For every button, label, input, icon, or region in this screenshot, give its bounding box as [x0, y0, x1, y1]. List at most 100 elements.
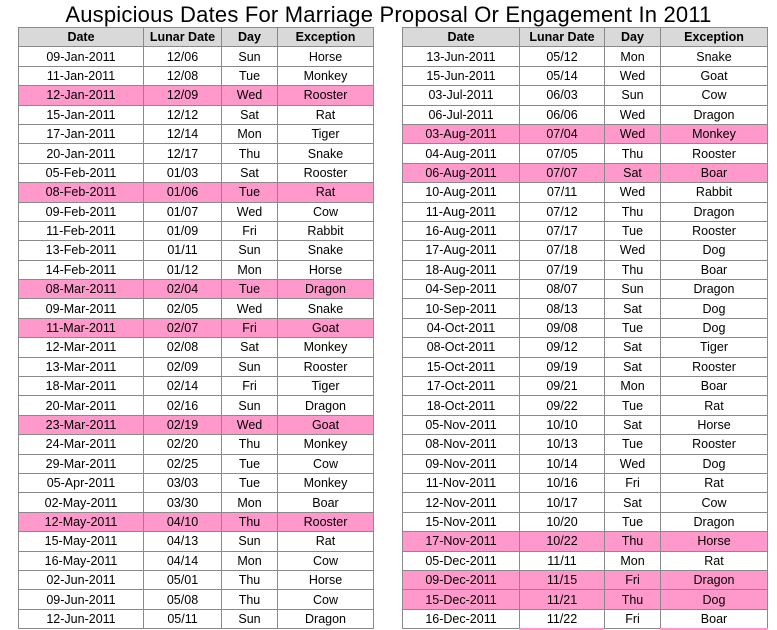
- header-row: Date Lunar Date Day Exception: [402, 26, 768, 48]
- table-row: 10-Sep-2011 08/13 Sat Dog: [402, 298, 768, 319]
- page-title: Auspicious Dates For Marriage Proposal O…: [65, 2, 712, 27]
- date-cell: 16-Aug-2011: [402, 220, 520, 242]
- exception-cell: Snake: [277, 240, 374, 261]
- date-cell: 11-Nov-2011: [402, 472, 520, 494]
- table-row: 09-Nov-2011 10/14 Wed Dog: [402, 453, 768, 474]
- exception-cell: Cow: [277, 201, 374, 222]
- day-cell: Wed: [604, 240, 661, 261]
- lunar-date-cell: 01/09: [143, 220, 222, 242]
- exception-cell: Dragon: [277, 279, 374, 300]
- lunar-date-cell: 05/14: [519, 65, 605, 87]
- table-row: 24-Mar-2011 02/20 Thu Monkey: [18, 434, 374, 455]
- table-row: 08-Oct-2011 09/12 Sat Tiger: [402, 337, 768, 358]
- day-cell: Thu: [221, 589, 278, 610]
- table-body-left: 09-Jan-2011 12/06 Sun Horse 11-Jan-2011 12/08…: [18, 46, 374, 630]
- table-row: 09-Feb-2011 01/07 Wed Cow: [18, 201, 374, 222]
- date-cell: 11-Mar-2011: [18, 317, 144, 339]
- date-cell: 16-Dec-2011: [402, 608, 520, 630]
- day-cell: Thu: [221, 511, 278, 533]
- date-cell: 04-Sep-2011: [402, 279, 520, 300]
- date-cell: 16-May-2011: [18, 550, 144, 571]
- lunar-date-cell: 09/12: [519, 337, 605, 358]
- lunar-date-cell: 04/13: [143, 531, 222, 552]
- lunar-date-cell: 09/21: [519, 376, 605, 397]
- exception-cell: Rooster: [660, 356, 768, 378]
- day-cell: Thu: [221, 143, 278, 164]
- day-cell: Wed: [604, 123, 661, 145]
- exception-cell: Rat: [660, 395, 768, 416]
- lunar-date-cell: 11/21: [519, 589, 605, 610]
- lunar-date-cell: 02/04: [143, 279, 222, 300]
- table-row: 09-Dec-2011 11/15 Fri Dragon: [402, 569, 768, 591]
- table-row: 03-Aug-2011 07/04 Wed Monkey: [402, 123, 768, 145]
- date-cell: 09-Feb-2011: [18, 201, 144, 222]
- lunar-date-cell: 05/01: [143, 569, 222, 591]
- exception-cell: Rooster: [660, 220, 768, 242]
- exception-cell: Monkey: [277, 337, 374, 358]
- lunar-date-cell: 08/13: [519, 298, 605, 319]
- exception-cell: Dog: [660, 453, 768, 474]
- day-cell: Sat: [604, 162, 661, 184]
- exception-cell: Snake: [277, 143, 374, 164]
- exception-cell: Tiger: [277, 123, 374, 145]
- day-cell: Wed: [604, 104, 661, 125]
- day-cell: Thu: [604, 531, 661, 552]
- exception-cell: Dog: [660, 589, 768, 610]
- table-row: 14-Feb-2011 01/12 Mon Horse: [18, 259, 374, 281]
- day-cell: Mon: [221, 123, 278, 145]
- day-cell: Sat: [221, 104, 278, 125]
- date-cell: 24-Mar-2011: [18, 434, 144, 455]
- day-cell: Mon: [604, 550, 661, 571]
- table-row: 12-Jun-2011 05/11 Sun Dragon: [18, 608, 374, 630]
- table-row: 17-Aug-2011 07/18 Wed Dog: [402, 240, 768, 261]
- table-row: 15-Dec-2011 11/21 Thu Dog: [402, 589, 768, 610]
- exception-cell: Cow: [277, 550, 374, 571]
- exception-cell: Rat: [277, 104, 374, 125]
- table-row: 04-Oct-2011 09/08 Tue Dog: [402, 317, 768, 339]
- exception-cell: Boar: [660, 608, 768, 630]
- date-cell: 12-May-2011: [18, 511, 144, 533]
- day-cell: Sat: [604, 356, 661, 378]
- day-cell: Wed: [221, 414, 278, 436]
- table-row: 06-Aug-2011 07/07 Sat Boar: [402, 162, 768, 184]
- exception-cell: Goat: [277, 317, 374, 339]
- exception-cell: Dog: [660, 298, 768, 319]
- table-row: 23-Mar-2011 02/19 Wed Goat: [18, 414, 374, 436]
- day-cell: Fri: [221, 376, 278, 397]
- day-cell: Fri: [604, 569, 661, 591]
- table-row: 09-Jan-2011 12/06 Sun Horse: [18, 46, 374, 67]
- exception-cell: Cow: [277, 453, 374, 474]
- table-row: 29-Mar-2011 02/25 Tue Cow: [18, 453, 374, 474]
- exception-cell: Snake: [660, 46, 768, 67]
- day-cell: Fri: [604, 472, 661, 494]
- date-cell: 15-Jan-2011: [18, 104, 144, 125]
- lunar-date-cell: 07/05: [519, 143, 605, 164]
- day-cell: Mon: [604, 46, 661, 67]
- exception-cell: Rabbit: [660, 182, 768, 203]
- lunar-date-cell: 10/14: [519, 453, 605, 474]
- day-cell: Sat: [221, 162, 278, 184]
- table-row: 02-Jun-2011 05/01 Thu Horse: [18, 569, 374, 591]
- column-header-exception: Exception: [660, 26, 768, 48]
- table-row: 17-Jan-2011 12/14 Mon Tiger: [18, 123, 374, 145]
- table-row: 18-Aug-2011 07/19 Thu Boar: [402, 259, 768, 281]
- day-cell: Wed: [221, 85, 278, 106]
- day-cell: Mon: [604, 376, 661, 397]
- date-cell: 04-Oct-2011: [402, 317, 520, 339]
- exception-cell: Dragon: [660, 104, 768, 125]
- table-row: 15-Oct-2011 09/19 Sat Rooster: [402, 356, 768, 378]
- day-cell: Sat: [604, 414, 661, 436]
- exception-cell: Rat: [660, 472, 768, 494]
- table-row: 15-Nov-2011 10/20 Tue Dragon: [402, 511, 768, 533]
- date-cell: 13-Jun-2011: [402, 46, 520, 67]
- table-row: 08-Nov-2011 10/13 Tue Rooster: [402, 434, 768, 455]
- day-cell: Wed: [604, 182, 661, 203]
- exception-cell: Boar: [660, 259, 768, 281]
- lunar-date-cell: 07/07: [519, 162, 605, 184]
- lunar-date-cell: 05/08: [143, 589, 222, 610]
- table-row: 12-Jan-2011 12/09 Wed Rooster: [18, 85, 374, 106]
- lunar-date-cell: 02/08: [143, 337, 222, 358]
- exception-cell: Dragon: [660, 569, 768, 591]
- lunar-date-cell: 10/10: [519, 414, 605, 436]
- exception-cell: Dragon: [277, 608, 374, 630]
